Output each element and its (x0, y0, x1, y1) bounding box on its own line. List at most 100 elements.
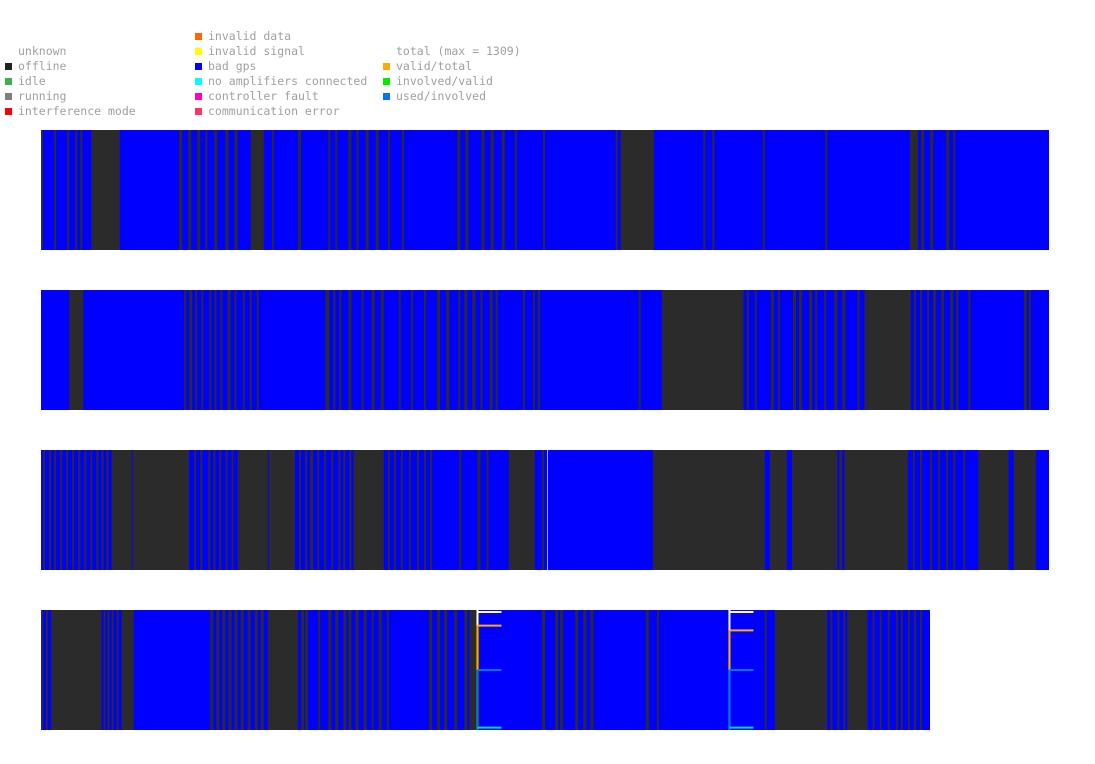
offline-span (398, 290, 401, 410)
legend-swatch (5, 78, 12, 85)
legend-label: running (18, 89, 67, 103)
legend-swatch (5, 63, 12, 70)
offline-span (210, 610, 214, 730)
offline-span (424, 290, 426, 410)
offline-span (532, 290, 535, 410)
offline-span (489, 290, 493, 410)
offline-span (305, 450, 308, 570)
offline-span (920, 450, 922, 570)
offline-span (54, 450, 57, 570)
offline-span (555, 610, 559, 730)
offline-span (96, 450, 99, 570)
offline-span (214, 130, 218, 250)
legend-swatch (195, 78, 202, 85)
offline-span (393, 450, 396, 570)
offline-span (41, 130, 43, 250)
offline-span (457, 130, 461, 250)
offline-span (301, 610, 305, 730)
offline-span (895, 610, 898, 730)
offline-span (328, 130, 331, 250)
offline-span (839, 450, 843, 570)
offline-span (809, 290, 813, 410)
offline-span (310, 450, 314, 570)
legend-label: interference mode (18, 104, 136, 118)
offline-span (437, 290, 441, 410)
offline-span (184, 290, 187, 410)
offline-span (107, 610, 110, 730)
timeline-strip (41, 610, 930, 730)
offline-span (348, 290, 352, 410)
offline-span (978, 450, 1009, 570)
offline-span (41, 610, 43, 730)
offline-span (328, 610, 332, 730)
offline-span (857, 290, 860, 410)
offline-span (80, 130, 83, 250)
offline-span (907, 610, 910, 730)
offline-span (43, 450, 45, 570)
offline-span (481, 130, 485, 250)
offline-span (101, 450, 104, 570)
offline-span (75, 130, 78, 250)
offline-span (195, 290, 198, 410)
offline-span (799, 290, 802, 410)
offline-span (371, 610, 374, 730)
offline-span (1013, 450, 1036, 570)
legend: unknown offline idle running interference mo… (0, 0, 1095, 125)
legend-label: invalid signal (208, 44, 305, 58)
offline-span (111, 610, 114, 730)
offline-span (900, 610, 903, 730)
offline-span (318, 610, 321, 730)
offline-span (231, 450, 234, 570)
offline-span (375, 130, 379, 250)
legend-label: bad gps (208, 59, 257, 73)
offline-span (834, 290, 838, 410)
offline-span (222, 610, 226, 730)
offline-span (913, 290, 916, 410)
offline-span (459, 450, 462, 570)
offline-span (228, 610, 232, 730)
offline-span (189, 290, 193, 410)
offline-span (815, 290, 818, 410)
offline-span (542, 450, 544, 570)
offline-span (401, 130, 404, 250)
legend-swatch (383, 93, 390, 100)
offline-span (51, 610, 102, 730)
offline-span (268, 450, 295, 570)
offline-span (355, 610, 359, 730)
offline-span (69, 290, 84, 410)
legend-swatch (383, 78, 390, 85)
offline-span (200, 450, 203, 570)
offline-span (950, 290, 954, 410)
offline-span (349, 450, 352, 570)
offline-span (219, 450, 222, 570)
timeline-strip (41, 450, 1049, 570)
offline-span (335, 130, 338, 250)
offline-span (872, 610, 875, 730)
offline-span (560, 610, 564, 730)
offline-span (769, 450, 787, 570)
offline-span (380, 290, 384, 410)
offline-span (477, 450, 481, 570)
legend-label: used/involved (396, 89, 487, 103)
offline-span (209, 290, 212, 410)
offline-span (712, 130, 715, 250)
offline-span (615, 130, 618, 250)
offline-span (408, 450, 411, 570)
offline-span (1028, 290, 1031, 410)
offline-span (78, 450, 81, 570)
offline-span (254, 610, 258, 730)
offline-span (963, 450, 966, 570)
offline-span (909, 130, 918, 250)
offline-span (121, 610, 134, 730)
offline-span (348, 130, 352, 250)
offline-span (927, 290, 929, 410)
offline-span (343, 450, 346, 570)
offline-span (930, 130, 934, 250)
offline-span (298, 130, 301, 250)
offline-span (837, 610, 840, 730)
offline-span (843, 610, 846, 730)
offline-span (920, 610, 922, 730)
timeline-svg (69, 290, 1031, 410)
legend-swatch (5, 93, 12, 100)
offline-span (774, 610, 828, 730)
